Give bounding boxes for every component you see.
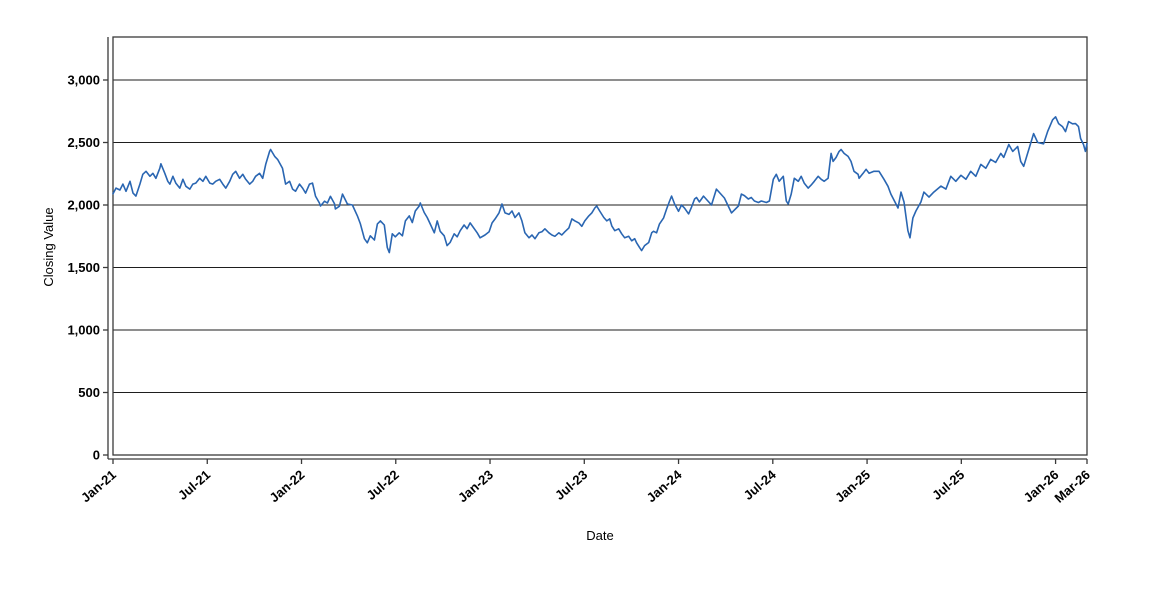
x-tick-label: Jul-22 (364, 467, 402, 503)
x-tick-label: Jul-23 (552, 467, 590, 503)
y-tick-label: 3,000 (67, 73, 100, 88)
x-tick-label: Jul-21 (175, 467, 213, 503)
y-axis-title: Closing Value (41, 207, 56, 287)
x-tick-label: Mar-26 (1051, 467, 1092, 506)
x-tick-label: Jul-25 (929, 467, 967, 503)
y-tick-label: 1,000 (67, 323, 100, 338)
x-axis-title: Date (586, 528, 614, 543)
x-tick-label: Jan-22 (267, 467, 308, 505)
x-tick-label: Jan-24 (644, 466, 686, 505)
y-tick-label: 1,500 (67, 260, 100, 275)
y-tick-label: 2,500 (67, 135, 100, 150)
series-line (112, 116, 1088, 254)
x-tick-label: Jan-23 (455, 467, 496, 505)
x-tick-label: Jul-24 (741, 466, 780, 502)
x-tick-label: Jan-25 (832, 467, 873, 505)
y-tick-label: 0 (93, 448, 100, 463)
y-tick-label: 500 (78, 385, 100, 400)
y-tick-label: 2,000 (67, 198, 100, 213)
plot-frame (112, 36, 1088, 456)
x-tick-label: Jan-21 (78, 467, 119, 505)
